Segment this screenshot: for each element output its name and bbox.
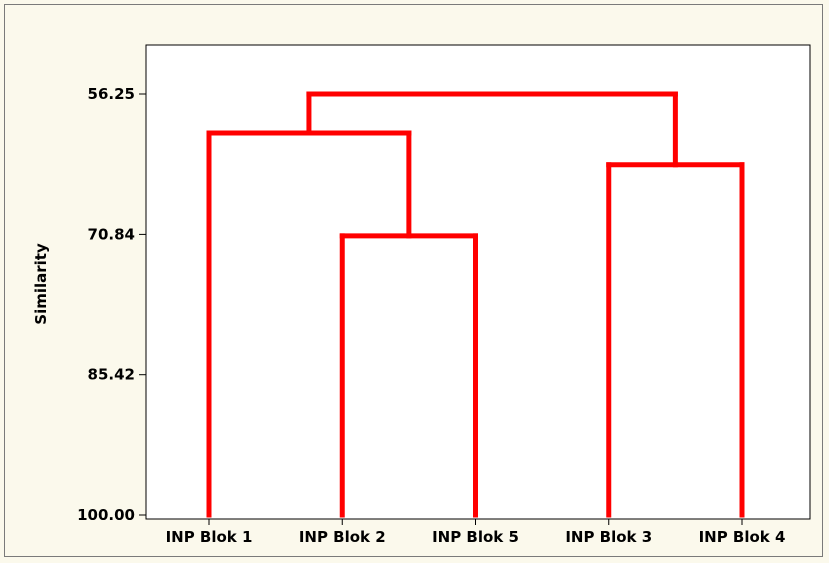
y-tick-label: 100.00: [77, 506, 135, 524]
leaf-label: INP Blok 5: [432, 528, 519, 546]
leaf-label: INP Blok 4: [699, 528, 786, 546]
leaf-label: INP Blok 2: [299, 528, 386, 546]
chart-frame: 56.25 70.84 85.42 100.00 INP Blok 1 INP Blok…: [4, 4, 823, 557]
y-axis-title: Similarity: [32, 243, 50, 325]
leaf-label: INP Blok 1: [166, 528, 253, 546]
y-tick-label: 85.42: [88, 366, 135, 384]
leaf-label: INP Blok 3: [565, 528, 652, 546]
y-tick-label: 70.84: [88, 225, 135, 243]
x-axis-leaf-labels: INP Blok 1 INP Blok 2 INP Blok 5 INP Blok 3…: [166, 519, 786, 546]
dendrogram-links: [206, 91, 745, 518]
y-tick-label: 56.25: [88, 85, 135, 103]
y-axis-ticks: 56.25 70.84 85.42 100.00: [77, 85, 146, 524]
